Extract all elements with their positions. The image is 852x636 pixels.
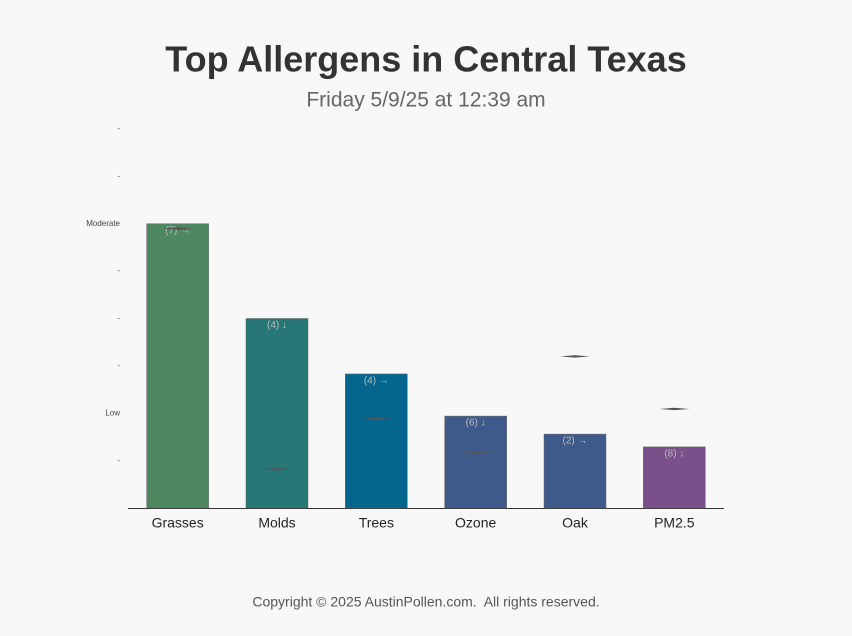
bar [444,415,507,509]
y-tick-label: Low [105,408,120,417]
x-tick-label: Oak [562,515,589,531]
marker [162,227,193,230]
chart-title: Top Allergens in Central Texas [165,39,686,80]
bar-label: (2) → [563,436,588,447]
bar [345,373,408,509]
bar-label: (4) → [364,376,389,387]
x-tick-label: Ozone [455,515,496,531]
bar [543,433,607,509]
marker [262,467,292,471]
y-tick-label: Moderate [86,219,120,228]
footer: Copyright © 2025 AustinPollen.com. All r… [252,594,599,610]
x-tick-label: Molds [258,515,295,531]
y-tick-label: - [117,266,120,275]
x-tick-label: Grasses [152,515,204,531]
bar-label: (6) ↓ [466,418,486,429]
bar-label: (7) → [165,225,190,236]
x-tick-label: Trees [359,515,394,531]
marker [460,450,491,454]
y-tick-label: - [117,124,120,133]
bar [245,318,309,509]
y-tick-label: - [117,314,120,323]
y-tick-label: - [117,456,120,465]
marker [560,355,590,358]
bar [146,223,209,509]
y-tick-label: - [117,361,120,370]
bar-label: (4) ↓ [267,320,287,331]
y-tick-label: - [117,171,120,180]
marker [659,407,690,411]
x-tick-label: PM2.5 [654,515,695,531]
chart-subtitle: Friday 5/9/25 at 12:39 am [306,89,545,112]
marker [361,417,392,421]
bar [643,446,706,509]
bar-label: (8) ↓ [664,449,684,460]
